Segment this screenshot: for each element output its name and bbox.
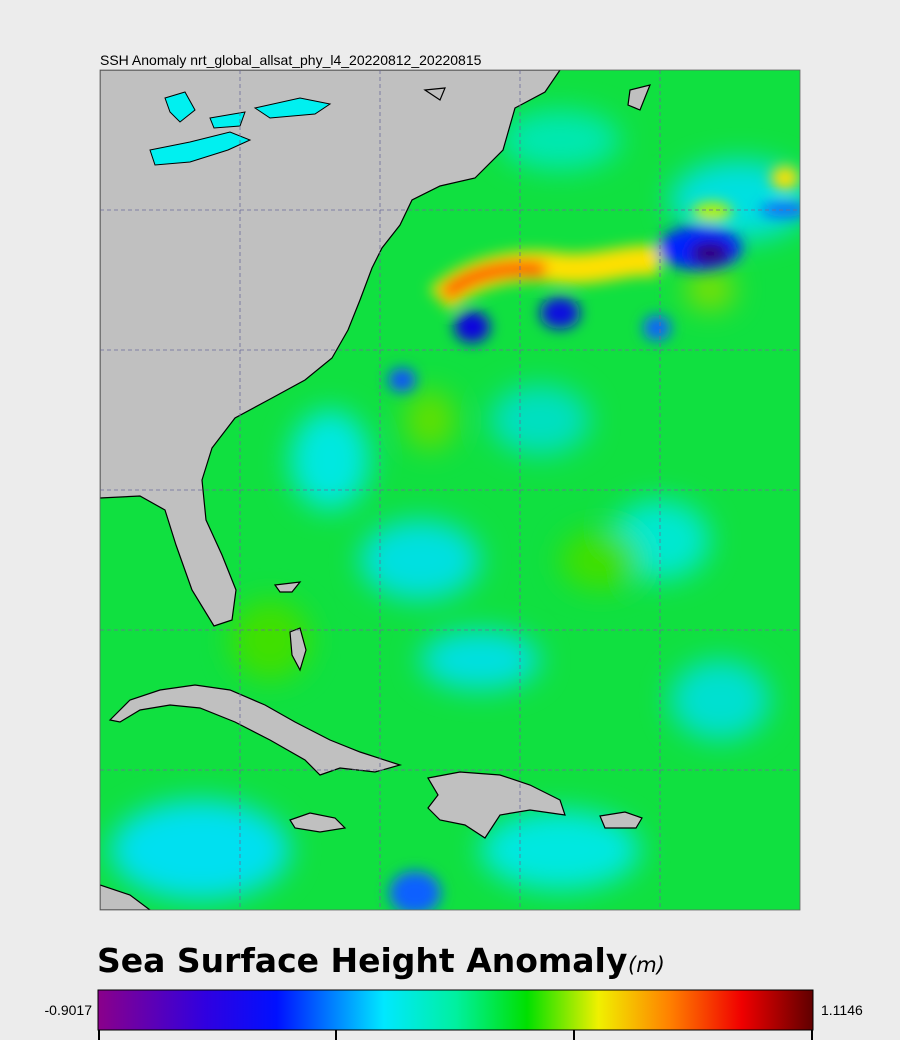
ssh-field [100,70,800,900]
graticule [100,70,800,910]
colorbar-ticks [98,1030,813,1040]
map-title: SSH Anomaly nrt_global_allsat_phy_l4_202… [100,52,482,68]
map [100,70,800,910]
colorbar-label: Sea Surface Height Anomaly [97,941,627,980]
land [100,70,651,910]
gulf-stream [388,166,800,910]
map-frame [99,69,801,911]
colorbar-unit: (m) [628,953,665,977]
colorbar-min: -0.9017 [45,1002,93,1018]
colorbar [97,989,814,1031]
colorbar-max: 1.1146 [821,1002,863,1018]
